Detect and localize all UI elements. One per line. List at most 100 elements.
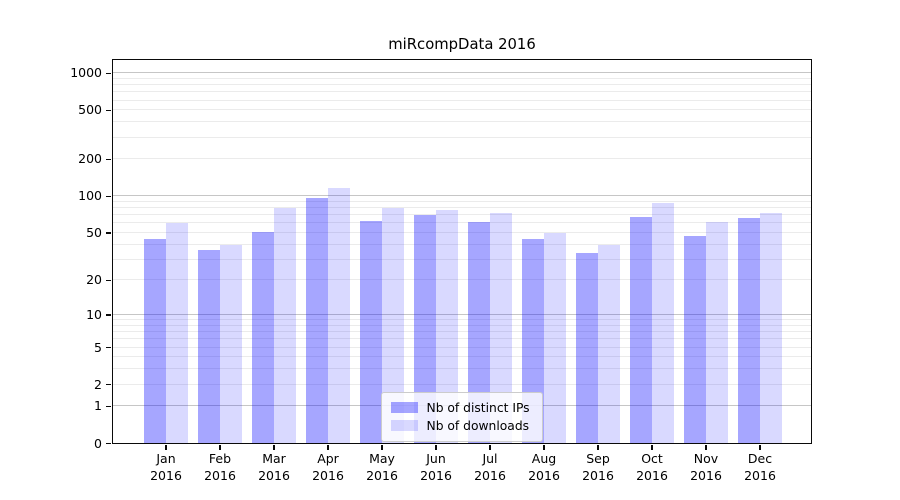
bar-jan-distinct-ips <box>143 239 166 443</box>
gridline-minor <box>112 91 811 93</box>
y-tick-mark <box>106 232 111 234</box>
gridline-minor <box>112 200 811 202</box>
x-tick-label-sep: Sep 2016 <box>582 451 614 483</box>
bar-apr-distinct-ips <box>305 197 328 443</box>
x-tick-mark <box>651 445 653 450</box>
y-tick-mark <box>106 314 111 316</box>
gridline-major <box>112 72 811 74</box>
gridline-minor <box>112 346 811 348</box>
bar-sep-distinct-ips <box>575 252 598 443</box>
bar-dec-downloads <box>759 213 782 443</box>
gridline-minor <box>112 84 811 86</box>
y-tick-label: 2 <box>94 376 102 392</box>
x-tick-label-aug: Aug 2016 <box>528 451 560 483</box>
gridline-minor <box>112 78 811 80</box>
y-tick-mark <box>106 405 111 408</box>
y-tick-mark <box>106 346 111 349</box>
gridline-minor <box>112 99 811 101</box>
x-tick-mark <box>219 445 221 450</box>
x-tick-label-mar: Mar 2016 <box>258 451 290 483</box>
gridline-minor <box>112 214 811 216</box>
y-tick-mark <box>106 109 111 112</box>
y-tick-mark <box>106 383 111 386</box>
bar-oct-downloads <box>651 203 674 443</box>
x-tick-mark <box>543 445 545 450</box>
x-tick-mark <box>597 445 599 450</box>
gridline-minor <box>112 109 811 111</box>
y-tick-label: 50 <box>86 224 102 240</box>
bar-apr-downloads <box>327 187 350 443</box>
bar-sep-downloads <box>597 245 620 443</box>
legend-item: Nb of downloads <box>390 418 530 434</box>
y-tick-label: 500 <box>78 102 102 118</box>
bar-jul-distinct-ips <box>467 221 490 443</box>
bar-dec-distinct-ips <box>737 217 760 443</box>
bar-may-downloads <box>381 207 404 443</box>
y-tick-label: 10 <box>86 307 102 323</box>
x-tick-mark <box>327 445 329 450</box>
x-tick-label-apr: Apr 2016 <box>312 451 344 483</box>
x-tick-label-jul: Jul 2016 <box>474 451 506 483</box>
y-tick-mark <box>106 158 111 161</box>
x-tick-mark <box>273 445 275 450</box>
gridline-minor <box>112 136 811 138</box>
y-tick-label: 200 <box>78 151 102 167</box>
x-tick-mark <box>381 445 383 450</box>
y-tick-mark <box>106 195 111 197</box>
y-tick-label: 1 <box>94 398 102 414</box>
gridline-minor <box>112 356 811 358</box>
bar-nov-downloads <box>705 221 728 443</box>
gridline-minor <box>112 158 811 160</box>
gridline-minor <box>112 231 811 233</box>
bar-feb-downloads <box>219 245 242 443</box>
y-tick-mark <box>106 279 111 282</box>
bar-jun-distinct-ips <box>413 214 436 443</box>
y-tick-label: 1000 <box>70 65 102 81</box>
gridline-minor <box>112 279 811 281</box>
bar-may-distinct-ips <box>359 221 382 443</box>
gridline-minor <box>112 319 811 321</box>
plot-area: Nb of distinct IPs Nb of downloads <box>111 58 812 444</box>
x-tick-mark <box>705 445 707 450</box>
x-tick-label-jan: Jan 2016 <box>150 451 182 483</box>
gridline-major <box>112 195 811 197</box>
legend-label: Nb of distinct IPs <box>426 400 530 415</box>
gridline-minor <box>112 368 811 370</box>
y-tick-label: 100 <box>78 188 102 204</box>
gridline-minor <box>112 207 811 209</box>
bar-mar-distinct-ips <box>251 232 274 443</box>
bar-jun-downloads <box>435 209 458 443</box>
x-tick-mark <box>435 445 437 450</box>
x-tick-mark <box>759 445 761 450</box>
gridline-major <box>112 314 811 316</box>
bar-aug-downloads <box>543 233 566 443</box>
bar-nov-distinct-ips <box>683 235 706 443</box>
y-tick-label: 0 <box>94 435 102 451</box>
x-tick-label-jun: Jun 2016 <box>420 451 452 483</box>
gridline-minor <box>112 324 811 326</box>
gridline-minor <box>112 121 811 123</box>
x-tick-label-dec: Dec 2016 <box>744 451 776 483</box>
chart-title: miRcompData 2016 <box>388 36 536 53</box>
gridline-minor <box>112 383 811 385</box>
gridline-minor <box>112 338 811 340</box>
bar-oct-distinct-ips <box>629 216 652 443</box>
y-tick-mark <box>106 72 111 75</box>
y-tick-label: 5 <box>94 339 102 355</box>
x-tick-label-feb: Feb 2016 <box>204 451 236 483</box>
legend-swatch-downloads <box>390 420 418 431</box>
bar-feb-distinct-ips <box>197 249 220 443</box>
y-tick-mark <box>106 442 111 445</box>
x-tick-label-nov: Nov 2016 <box>690 451 722 483</box>
bar-jul-downloads <box>489 213 512 443</box>
x-tick-mark <box>165 445 167 450</box>
gridline-minor <box>112 222 811 224</box>
gridline-minor <box>112 243 811 245</box>
x-tick-mark <box>489 445 491 450</box>
x-tick-label-oct: Oct 2016 <box>636 451 668 483</box>
gridline-minor <box>112 258 811 260</box>
bar-jan-downloads <box>165 222 188 443</box>
gridline-minor <box>112 331 811 333</box>
x-tick-label-may: May 2016 <box>366 451 398 483</box>
